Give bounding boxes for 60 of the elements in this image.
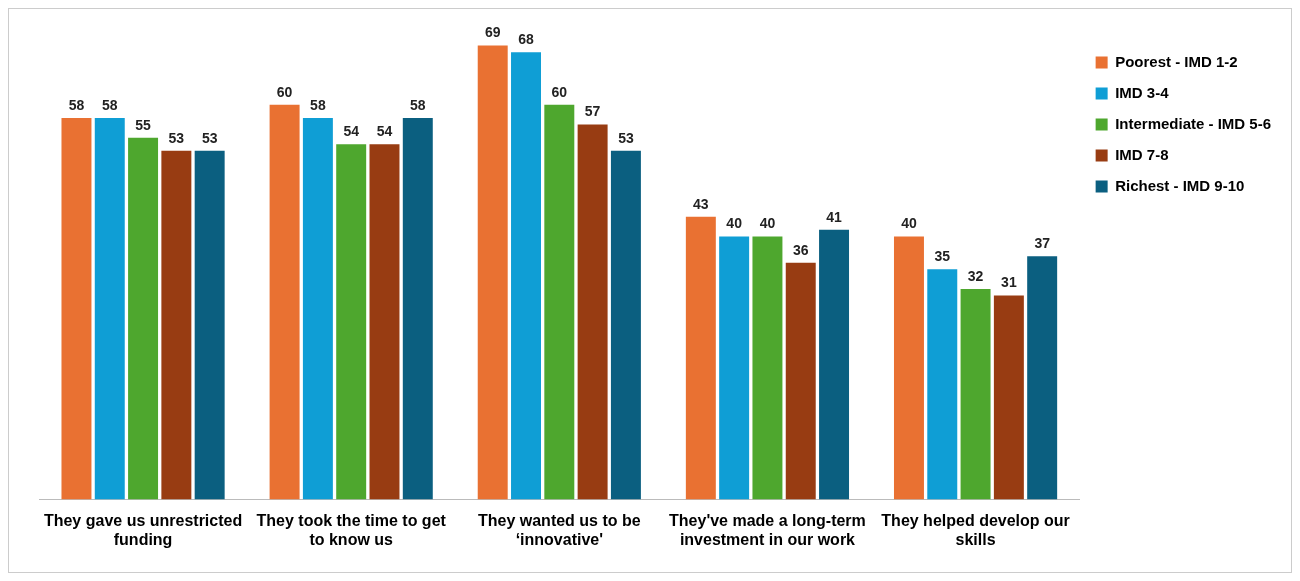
bar — [927, 269, 958, 500]
data-label: 60 — [551, 83, 568, 100]
bar — [544, 104, 575, 500]
bar — [960, 289, 991, 500]
data-label: 32 — [967, 267, 984, 284]
legend-label: Intermediate - IMD 5-6 — [1115, 114, 1272, 132]
bar — [893, 236, 924, 500]
bar — [511, 52, 541, 500]
bar — [369, 144, 400, 500]
bar — [819, 229, 850, 500]
bar — [302, 117, 333, 500]
data-label: 57 — [584, 103, 601, 120]
x-tick-label: They wanted us to be ‘innovative' — [477, 511, 641, 548]
bar — [577, 124, 608, 500]
bar — [785, 262, 816, 500]
data-label: 58 — [101, 96, 118, 113]
bar — [336, 144, 367, 500]
bar — [128, 137, 159, 500]
data-label: 43 — [693, 195, 709, 212]
x-tick-label: They helped develop our skills — [881, 511, 1070, 548]
data-label: 53 — [201, 129, 218, 146]
bar — [61, 117, 92, 500]
legend-label: IMD 3-4 — [1115, 83, 1170, 101]
data-label: 31 — [1001, 274, 1017, 291]
data-label: 58 — [310, 96, 326, 113]
bar — [161, 150, 192, 500]
data-label: 40 — [726, 215, 743, 232]
bar — [94, 117, 125, 500]
data-label: 53 — [168, 129, 185, 146]
data-label: 60 — [276, 83, 293, 100]
x-tick-label: They've made a long-term investment in our work — [669, 511, 866, 548]
bar — [752, 236, 783, 500]
data-label: 58 — [410, 96, 426, 113]
data-label: 58 — [68, 96, 85, 113]
data-label: 40 — [759, 215, 776, 232]
legend-label: Poorest - IMD 1-2 — [1115, 52, 1238, 70]
legend-label: Richest - IMD 9-10 — [1115, 176, 1245, 194]
data-label: 36 — [792, 241, 809, 258]
bar — [194, 150, 225, 500]
data-label: 54 — [376, 123, 393, 140]
x-tick-label: They gave us unrestricted funding — [43, 511, 243, 548]
legend-label: IMD 7-8 — [1115, 145, 1169, 163]
bar — [719, 236, 750, 500]
bar — [993, 295, 1024, 500]
x-tick-label: They took the time to get to know us — [256, 511, 447, 548]
bar — [1027, 256, 1058, 500]
data-label: 55 — [135, 116, 152, 133]
data-label: 54 — [343, 123, 360, 140]
data-label: 53 — [618, 129, 634, 146]
data-label: 40 — [901, 215, 917, 232]
bar — [685, 216, 716, 500]
data-label: 68 — [518, 31, 535, 48]
bar — [269, 104, 300, 500]
data-label: 37 — [1034, 235, 1051, 251]
bar — [477, 45, 508, 500]
data-label: 69 — [484, 24, 501, 41]
bar — [610, 150, 641, 500]
bar — [402, 117, 433, 500]
data-label: 35 — [934, 248, 951, 265]
data-label: 41 — [826, 208, 843, 225]
